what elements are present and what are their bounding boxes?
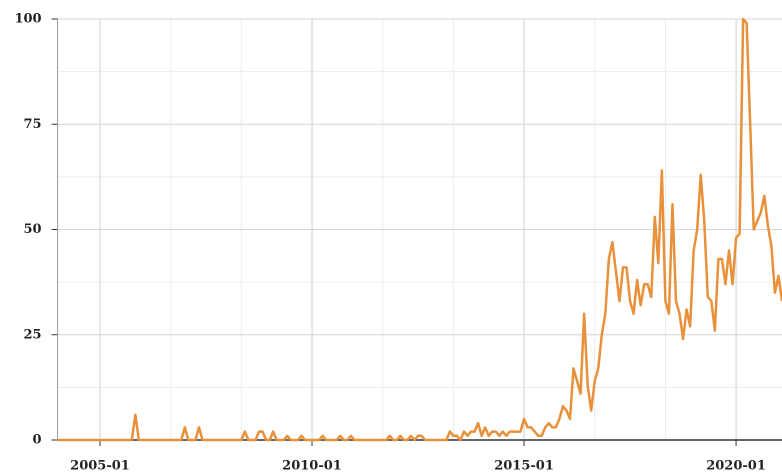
y-tick-label: 25 xyxy=(24,327,42,342)
x-tick-label: 2015-01 xyxy=(494,459,554,474)
x-tick-label: 2020-01 xyxy=(706,459,766,474)
y-tick-label: 0 xyxy=(33,433,42,448)
y-tick-label: 100 xyxy=(14,12,41,27)
x-tick-label: 2005-01 xyxy=(70,459,130,474)
y-tick-label: 50 xyxy=(24,222,42,237)
x-tick-label: 2010-01 xyxy=(282,459,342,474)
y-tick-label: 75 xyxy=(24,117,42,132)
data-line xyxy=(57,17,782,442)
